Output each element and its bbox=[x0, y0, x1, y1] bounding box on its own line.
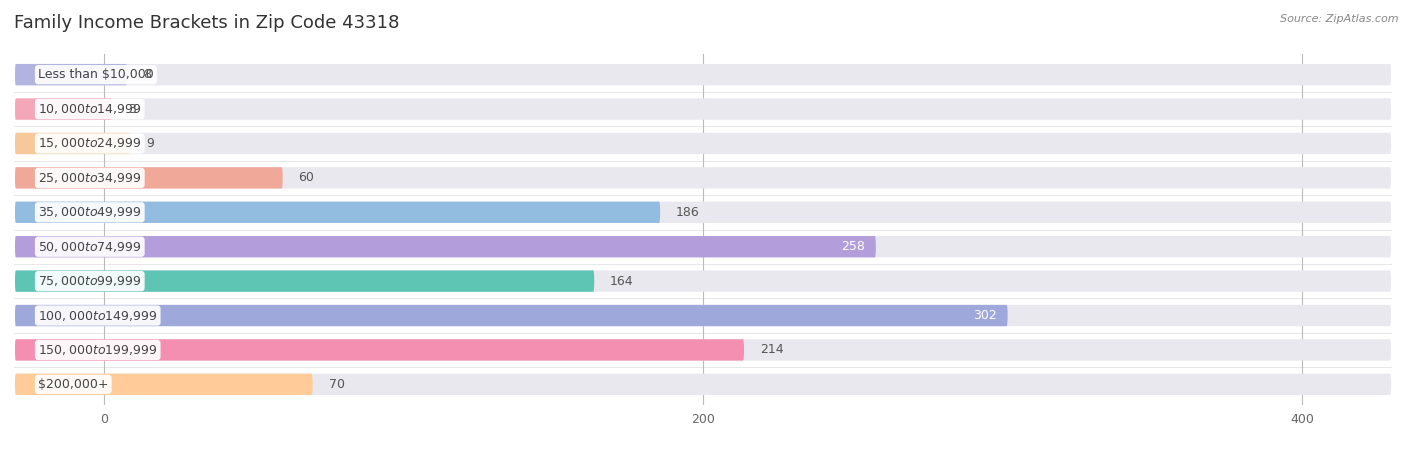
FancyBboxPatch shape bbox=[15, 236, 1391, 257]
FancyBboxPatch shape bbox=[15, 64, 127, 86]
FancyBboxPatch shape bbox=[15, 305, 1391, 326]
Text: $35,000 to $49,999: $35,000 to $49,999 bbox=[38, 205, 142, 219]
FancyBboxPatch shape bbox=[15, 202, 661, 223]
Text: 70: 70 bbox=[329, 378, 344, 391]
Text: Less than $10,000: Less than $10,000 bbox=[38, 68, 153, 81]
FancyBboxPatch shape bbox=[15, 99, 112, 120]
Text: $10,000 to $14,999: $10,000 to $14,999 bbox=[38, 102, 142, 116]
Text: $150,000 to $199,999: $150,000 to $199,999 bbox=[38, 343, 157, 357]
FancyBboxPatch shape bbox=[15, 339, 1391, 360]
Text: $15,000 to $24,999: $15,000 to $24,999 bbox=[38, 136, 142, 150]
Text: 214: 214 bbox=[759, 343, 783, 356]
FancyBboxPatch shape bbox=[15, 167, 283, 189]
FancyBboxPatch shape bbox=[15, 270, 595, 292]
FancyBboxPatch shape bbox=[15, 270, 1391, 292]
FancyBboxPatch shape bbox=[15, 374, 1391, 395]
Text: 3: 3 bbox=[128, 103, 136, 116]
Text: 302: 302 bbox=[973, 309, 997, 322]
Text: $100,000 to $149,999: $100,000 to $149,999 bbox=[38, 309, 157, 323]
Text: Family Income Brackets in Zip Code 43318: Family Income Brackets in Zip Code 43318 bbox=[14, 14, 399, 32]
Text: Source: ZipAtlas.com: Source: ZipAtlas.com bbox=[1281, 14, 1399, 23]
Text: $50,000 to $74,999: $50,000 to $74,999 bbox=[38, 240, 142, 254]
FancyBboxPatch shape bbox=[15, 133, 1391, 154]
Text: 9: 9 bbox=[146, 137, 153, 150]
FancyBboxPatch shape bbox=[15, 202, 1391, 223]
Text: 8: 8 bbox=[143, 68, 150, 81]
FancyBboxPatch shape bbox=[15, 305, 1008, 326]
FancyBboxPatch shape bbox=[15, 167, 1391, 189]
Text: 60: 60 bbox=[298, 171, 315, 184]
FancyBboxPatch shape bbox=[15, 339, 744, 360]
Text: $25,000 to $34,999: $25,000 to $34,999 bbox=[38, 171, 142, 185]
FancyBboxPatch shape bbox=[15, 64, 1391, 86]
Text: $200,000+: $200,000+ bbox=[38, 378, 108, 391]
FancyBboxPatch shape bbox=[15, 236, 876, 257]
FancyBboxPatch shape bbox=[15, 374, 312, 395]
FancyBboxPatch shape bbox=[15, 133, 129, 154]
Text: 258: 258 bbox=[841, 240, 865, 253]
FancyBboxPatch shape bbox=[15, 99, 1391, 120]
Text: 186: 186 bbox=[676, 206, 700, 219]
Text: 164: 164 bbox=[610, 274, 634, 288]
Text: $75,000 to $99,999: $75,000 to $99,999 bbox=[38, 274, 142, 288]
